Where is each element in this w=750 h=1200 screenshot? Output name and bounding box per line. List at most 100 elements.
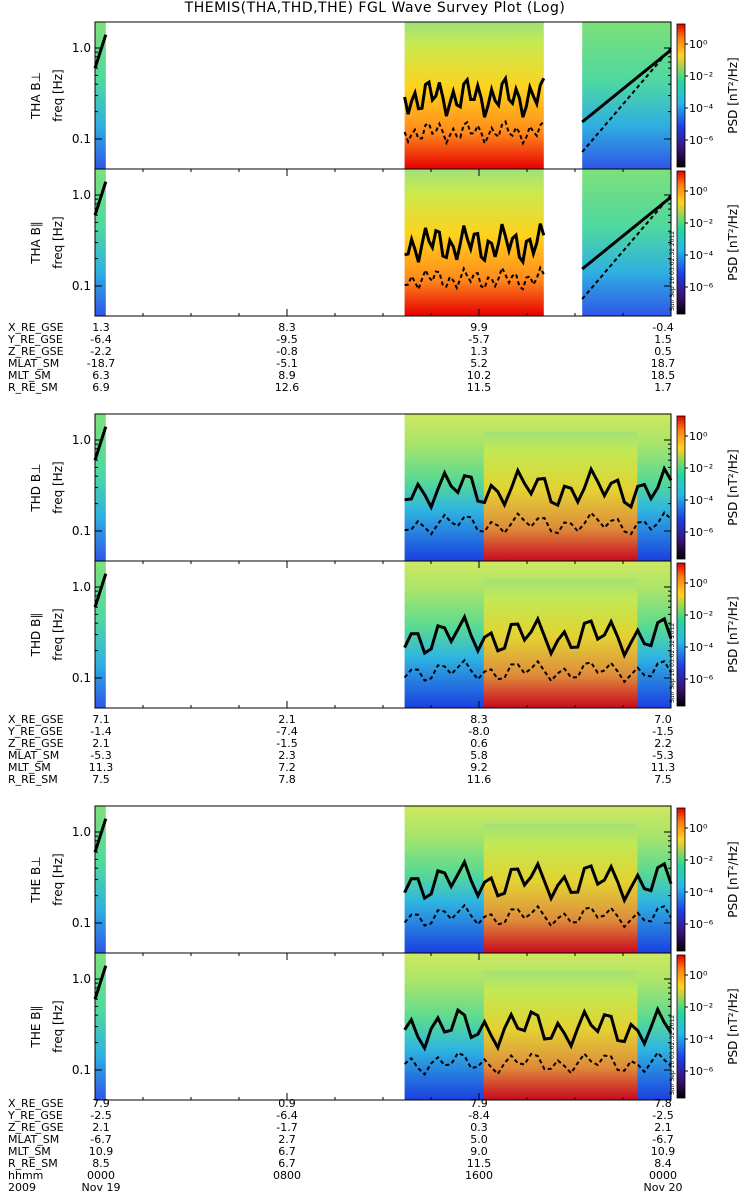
ephem-value: 7.1 [92, 713, 110, 726]
ephem-value: 6.7 [278, 1145, 296, 1158]
ephem-row-label: X_RE_GSE [8, 713, 64, 726]
freq-axis-label: freq [Hz] [51, 853, 65, 905]
ephem-value: -18.7 [86, 357, 116, 370]
ephem-row-label: Z_RE_GSE [8, 345, 64, 358]
ephem-value: 11.5 [466, 381, 492, 394]
y-tick-label: 0.1 [72, 132, 91, 146]
frequency-trace [404, 223, 546, 266]
colorbar-tick-label: 10⁻⁶ [689, 526, 714, 539]
ephem-row-label: MLAT_SM [8, 1133, 60, 1146]
ephem-value: 7.9 [92, 1097, 110, 1110]
frequency-trace [581, 195, 672, 271]
ephem-value: -1.5 [652, 725, 674, 738]
date-label: Nov 19 [81, 1181, 121, 1194]
ephem-value: 11.3 [650, 761, 676, 774]
ephem-value: -5.7 [468, 333, 490, 346]
freq-axis-label: freq [Hz] [51, 1000, 65, 1052]
ephem-row-label: Z_RE_GSE [8, 737, 64, 750]
y-tick-label: 1.0 [72, 41, 91, 55]
spectrogram-block [95, 169, 106, 316]
colorbar [676, 807, 686, 952]
ephem-value: 10.2 [466, 369, 492, 382]
ephem-value: 1.7 [654, 381, 672, 394]
colorbar [676, 415, 686, 560]
y-tick-label: 1.0 [72, 972, 91, 986]
colorbar-tick-label: 10⁻⁶ [689, 918, 714, 931]
ephem-value: -7.4 [276, 725, 298, 738]
ephem-value: -2.2 [90, 345, 112, 358]
ephem-value: 2.2 [654, 737, 672, 750]
ephem-row-label: Y_RE_GSE [8, 725, 63, 738]
plot-title: THEMIS(THA,THD,THE) FGL Wave Survey Plot… [184, 0, 566, 16]
colorbar-label: PSD [nT²/Hz] [726, 841, 740, 917]
ephem-value: -0.4 [652, 321, 674, 334]
panel-label: THD B⊥ [29, 463, 43, 512]
ephem-value: 1.3 [92, 321, 110, 334]
ephem-value: -6.7 [90, 1133, 112, 1146]
colorbar-tick-label: 10⁻⁶ [689, 1065, 714, 1078]
ephem-value: 2.1 [92, 1121, 110, 1134]
ephem-value: 10.9 [650, 1145, 676, 1158]
ephem-value: 9.2 [470, 761, 488, 774]
ephem-row-label: MLT_SM [8, 1145, 51, 1158]
ephem-value: -2.5 [90, 1109, 112, 1122]
ephem-value: 5.8 [470, 749, 488, 762]
ephem-value: 0.9 [278, 1097, 296, 1110]
ephem-value: -5.3 [652, 749, 674, 762]
panel-label: THA B⊥ [29, 72, 43, 120]
frequency-trace [404, 465, 673, 511]
x-tick-label: 0000 [649, 1169, 677, 1182]
colorbar-tick-label: 10⁰ [689, 430, 708, 443]
ephem-value: 7.5 [654, 773, 672, 786]
x-tick-label: 1600 [465, 1169, 493, 1182]
ephem-row-label: Y_RE_GSE [8, 333, 63, 346]
colorbar [676, 23, 686, 168]
colorbar-tick-label: 10⁰ [689, 38, 708, 51]
frequency-trace [93, 573, 108, 608]
ephem-row-label: X_RE_GSE [8, 321, 64, 334]
spectrogram-active-region [483, 971, 638, 1100]
timestamp-stamp: Sun Sep 16 03:02:32 2012 [669, 231, 676, 311]
frequency-trace [581, 48, 672, 124]
ephem-row-label: R_RE_SM [8, 381, 58, 394]
ephem-value: -6.4 [90, 333, 112, 346]
colorbar-tick-label: 10⁻⁴ [689, 249, 714, 262]
frequency-trace [403, 1005, 673, 1052]
colorbar-label: PSD [nT²/Hz] [726, 596, 740, 672]
frequency-trace-dashed [581, 47, 672, 153]
colorbar-label: PSD [nT²/Hz] [726, 988, 740, 1064]
spectrogram-block [582, 169, 671, 316]
y-tick-label: 0.1 [72, 1063, 91, 1077]
ephem-value: 2.3 [278, 749, 296, 762]
frequency-trace-dashed [403, 119, 545, 146]
ephem-row-label: R_RE_SM [8, 1157, 58, 1170]
spectrogram-block [95, 806, 106, 953]
ephem-value: -1.4 [90, 725, 112, 738]
ephem-value: -6.7 [652, 1133, 674, 1146]
y-tick-label: 1.0 [72, 580, 91, 594]
ephem-value: 2.1 [654, 1121, 672, 1134]
ephem-row-label: Y_RE_GSE [8, 1109, 63, 1122]
colorbar-tick-label: 10⁰ [689, 969, 708, 982]
colorbar-tick-label: 10⁻⁴ [689, 886, 714, 899]
frequency-trace [403, 858, 673, 905]
colorbar-tick-label: 10⁻⁶ [689, 673, 714, 686]
freq-axis-label: freq [Hz] [51, 69, 65, 121]
spectrogram-block [404, 169, 544, 316]
ephem-value: -8.0 [468, 725, 490, 738]
spectrogram-block [95, 414, 106, 561]
colorbar-tick-label: 10⁻⁴ [689, 494, 714, 507]
colorbar-label: PSD [nT²/Hz] [726, 204, 740, 280]
ephem-value: 7.9 [470, 1097, 488, 1110]
ephem-value: -2.5 [652, 1109, 674, 1122]
ephem-value: 7.0 [654, 713, 672, 726]
ephem-value: -6.4 [276, 1109, 298, 1122]
panel-label: THA B∥ [29, 221, 43, 265]
spectrogram-active-region [483, 824, 638, 953]
panel-label: THE B⊥ [29, 856, 43, 903]
ephem-row-label: MLT_SM [8, 369, 51, 382]
colorbar-tick-label: 10⁰ [689, 185, 708, 198]
freq-axis-label: freq [Hz] [51, 461, 65, 513]
frequency-trace-dashed [403, 1050, 672, 1076]
colorbar-tick-label: 10⁻⁴ [689, 641, 714, 654]
